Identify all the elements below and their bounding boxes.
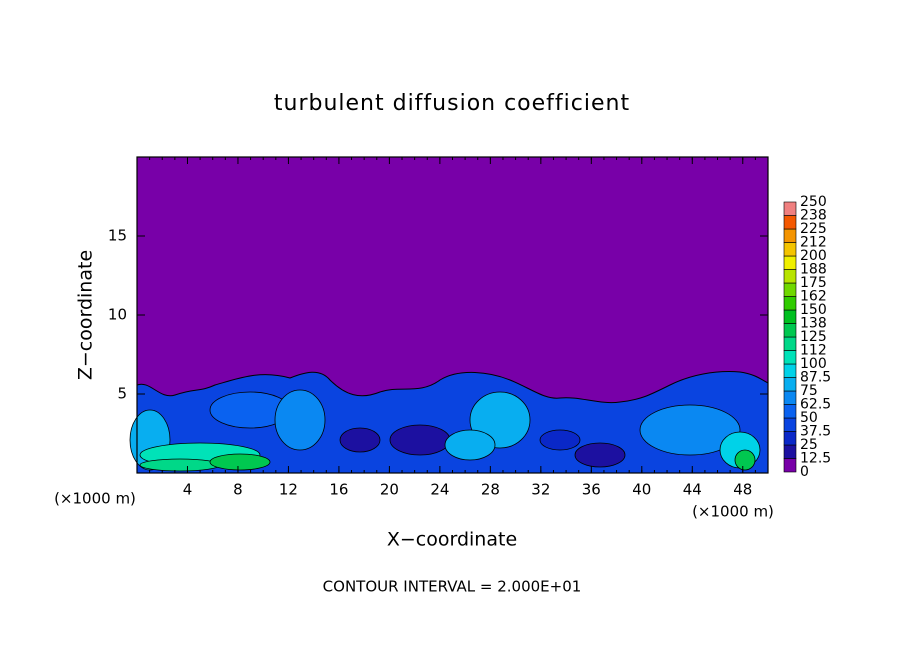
x-tick-label: 40: [632, 481, 651, 499]
colorbar-tick-label: 112: [800, 343, 827, 359]
colorbar-bin: [783, 201, 797, 216]
x-tick-label: 36: [582, 481, 601, 499]
x-tick-label: 28: [481, 481, 500, 499]
colorbar-tick-label: 188: [800, 262, 827, 278]
colorbar-bin: [783, 444, 797, 459]
colorbar-bin: [783, 417, 797, 432]
x-tick-label: 16: [329, 481, 348, 499]
colorbar-tick-label: 25: [800, 437, 818, 453]
y-tick-label: 5: [117, 385, 127, 403]
plot-area: [129, 157, 769, 474]
colorbar-bin: [783, 390, 797, 405]
colorbar-tick-label: 0: [800, 464, 809, 480]
turbulent-eddy: [209, 453, 271, 471]
turbulent-eddy: [274, 389, 326, 451]
colorbar-tick-label: 225: [800, 221, 827, 237]
colorbar-bin: [783, 309, 797, 324]
x-tick-label: 20: [380, 481, 399, 499]
colorbar-tick-label: 250: [800, 194, 827, 210]
turbulent-eddy: [444, 429, 496, 461]
y-tick-label: 15: [108, 227, 127, 245]
colorbar-bin: [783, 269, 797, 284]
colorbar-bin: [783, 215, 797, 230]
colorbar-tick-label: 62.5: [800, 397, 831, 413]
x-tick-label: 4: [183, 481, 193, 499]
x-tick-label: 32: [531, 481, 550, 499]
colorbar-bin: [783, 363, 797, 378]
colorbar-tick-label: 162: [800, 289, 827, 305]
turbulent-eddy: [574, 442, 626, 468]
colorbar-bin: [783, 350, 797, 365]
x-tick-label: 8: [233, 481, 243, 499]
colorbar-tick-label: 87.5: [800, 370, 831, 386]
colorbar-tick-label: 125: [800, 329, 827, 345]
chart-title: turbulent diffusion coefficient: [274, 91, 630, 116]
colorbar-tick-label: 37.5: [800, 424, 831, 440]
colorbar-bin: [783, 323, 797, 338]
x-axis-label: X−coordinate: [387, 529, 517, 551]
turbulent-eddy: [734, 449, 756, 471]
colorbar-tick-label: 200: [800, 248, 827, 264]
colorbar-bin: [783, 228, 797, 243]
colorbar-tick-label: 100: [800, 356, 827, 372]
footer-note: CONTOUR INTERVAL = 2.000E+01: [323, 578, 582, 596]
colorbar-bin: [783, 336, 797, 351]
colorbar-bin: [783, 431, 797, 446]
turbulent-eddy: [639, 404, 741, 456]
colorbar-bin: [783, 282, 797, 297]
colorbar-bin: [783, 404, 797, 419]
turbulent-eddy: [139, 458, 221, 472]
colorbar-bin: [783, 242, 797, 257]
x-tick-label: 12: [279, 481, 298, 499]
y-tick-label: 10: [108, 306, 127, 324]
colorbar-bin: [783, 458, 797, 473]
x-tick-label: 44: [683, 481, 702, 499]
turbulent-eddy: [339, 427, 381, 453]
x-tick-label: 48: [733, 481, 752, 499]
turbulent-eddy: [539, 429, 581, 451]
colorbar-tick-label: 138: [800, 316, 827, 332]
colorbar-tick-label: 50: [800, 410, 818, 426]
colorbar-tick-label: 75: [800, 383, 818, 399]
colorbar-bin: [783, 377, 797, 392]
colorbar-tick-label: 150: [800, 302, 827, 318]
x-unit-label: (×1000 m): [54, 490, 136, 508]
x-unit-label: (×1000 m): [692, 503, 774, 521]
colorbar-bin: [783, 255, 797, 270]
turbulent-eddy: [389, 424, 451, 456]
x-tick-label: 24: [430, 481, 449, 499]
colorbar-bin: [783, 296, 797, 311]
colorbar-tick-label: 175: [800, 275, 827, 291]
colorbar-tick-label: 212: [800, 235, 827, 251]
y-axis-label: Z−coordinate: [75, 250, 97, 380]
colorbar-tick-label: 238: [800, 208, 827, 224]
colorbar-tick-label: 12.5: [800, 451, 831, 467]
